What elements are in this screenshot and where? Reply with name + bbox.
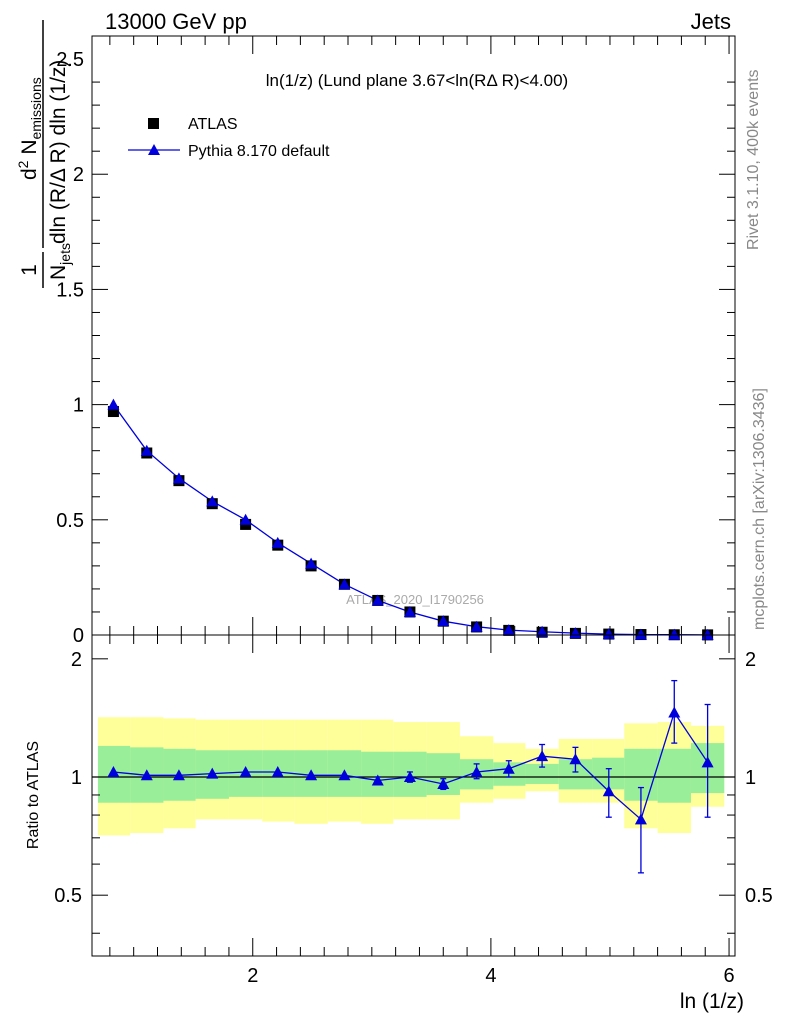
uncertainty-band-inner [525, 763, 559, 784]
svg-text:Njets: Njets [47, 243, 73, 280]
ratio-point [403, 771, 416, 783]
pythia-point [634, 628, 647, 640]
y-tick-label: 2.5 [56, 49, 84, 71]
pythia-point [470, 620, 483, 632]
plot-title: ln(1/z) (Lund plane 3.67<ln(RΔ R)<4.00) [266, 71, 568, 90]
atlas-point [107, 406, 119, 418]
legend: ATLAS Pythia 8.170 default [128, 116, 330, 160]
main-y-axis-title: 1 Njets d2 Nemissions dln (R/Δ R) dln (1… [15, 20, 73, 288]
y-tick-label: 0.5 [56, 510, 84, 532]
main-data-layer [107, 398, 714, 641]
uncertainty-band-inner [361, 751, 394, 797]
ratio-point [271, 765, 284, 777]
pythia-point [140, 444, 153, 456]
ratio-point [602, 785, 615, 797]
ratio-point [140, 769, 153, 781]
ratio-point [437, 777, 450, 789]
pythia-point [172, 472, 185, 484]
pythia-point [239, 513, 252, 525]
ratio-point [172, 769, 185, 781]
pythia-point [536, 625, 549, 637]
ratio-panel: 0.5 0.5 1 1 2 2 2 4 6 Ratio to ATLAS ln (1/z) [25, 634, 773, 1013]
legend-pythia-marker [148, 144, 160, 155]
svg-text:d2 Nemissions: d2 Nemissions [15, 77, 44, 180]
y-tick-label: 1 [73, 395, 84, 417]
ratio-point [338, 769, 351, 781]
rivet-info-label: Rivet 3.1.10, 400k events [745, 69, 762, 250]
ratio-point [305, 769, 318, 781]
pythia-point [107, 398, 120, 410]
ratio-point [536, 750, 549, 762]
pythia-point [403, 605, 416, 617]
legend-atlas-marker [148, 118, 159, 129]
pythia-point [338, 578, 351, 590]
x-tick-label: 6 [723, 965, 734, 987]
pythia-point [668, 628, 681, 640]
ratio-point [239, 765, 252, 777]
ratio-point [371, 774, 384, 786]
pythia-point [701, 628, 714, 640]
main-panel: 0 0.5 1 1.5 2 2.5 ln(1/z) (Lund plane 3.67<ln… [15, 20, 736, 647]
uncertainty-band-inner [657, 748, 691, 803]
ratio-point [470, 765, 483, 777]
ratio-frame [91, 634, 736, 957]
y-tick-label: 1.5 [56, 279, 84, 301]
pythia-point [371, 594, 384, 606]
pythia-point [305, 557, 318, 569]
y-tick-label: 0 [73, 625, 84, 647]
ratio-point [668, 706, 681, 718]
ratio-point [107, 765, 120, 777]
svg-text:1: 1 [18, 264, 41, 276]
pythia-point [602, 628, 615, 640]
svg-text:dln (R/Δ R) dln (1/z): dln (R/Δ R) dln (1/z) [47, 60, 70, 244]
ratio-y-tick-label: 1 [71, 767, 82, 789]
ratio-y-tick-label-right: 0.5 [745, 885, 773, 907]
ratio-y-tick-label-right: 1 [745, 767, 756, 789]
main-axis-ticks: 0 0.5 1 1.5 2 2.5 [56, 36, 735, 647]
ratio-y-tick-label: 0.5 [54, 885, 82, 907]
mcplots-source-label: mcplots.cern.ch [arXiv:1306.3436] [751, 388, 768, 630]
pythia-point [502, 624, 515, 636]
analysis-watermark: ATLAS_2020_I1790256 [346, 592, 484, 607]
legend-atlas-label: ATLAS [188, 116, 238, 133]
ratio-y-tick-label-right: 2 [745, 649, 756, 671]
x-tick-label: 2 [247, 965, 258, 987]
ratio-data-layer [107, 679, 714, 874]
ratio-point [569, 753, 582, 765]
ratio-axis-ticks: 0.5 0.5 1 1 2 2 2 4 6 [54, 635, 773, 987]
ratio-y-axis-title: Ratio to ATLAS [25, 741, 42, 849]
ratio-y-tick-label: 2 [71, 649, 82, 671]
header-energy-label: 13000 GeV pp [105, 9, 247, 34]
x-tick-label: 4 [485, 965, 496, 987]
x-axis-title: ln (1/z) [680, 990, 744, 1013]
y-tick-label: 2 [73, 164, 84, 186]
legend-pythia-label: Pythia 8.170 default [188, 143, 330, 160]
pythia-point [437, 615, 450, 627]
ratio-point [701, 756, 714, 768]
header-process-label: Jets [691, 9, 731, 34]
ratio-point [502, 762, 515, 774]
ratio-point [206, 767, 219, 779]
ratio-point [634, 813, 647, 825]
pythia-point [271, 536, 284, 548]
pythia-point [206, 495, 219, 507]
